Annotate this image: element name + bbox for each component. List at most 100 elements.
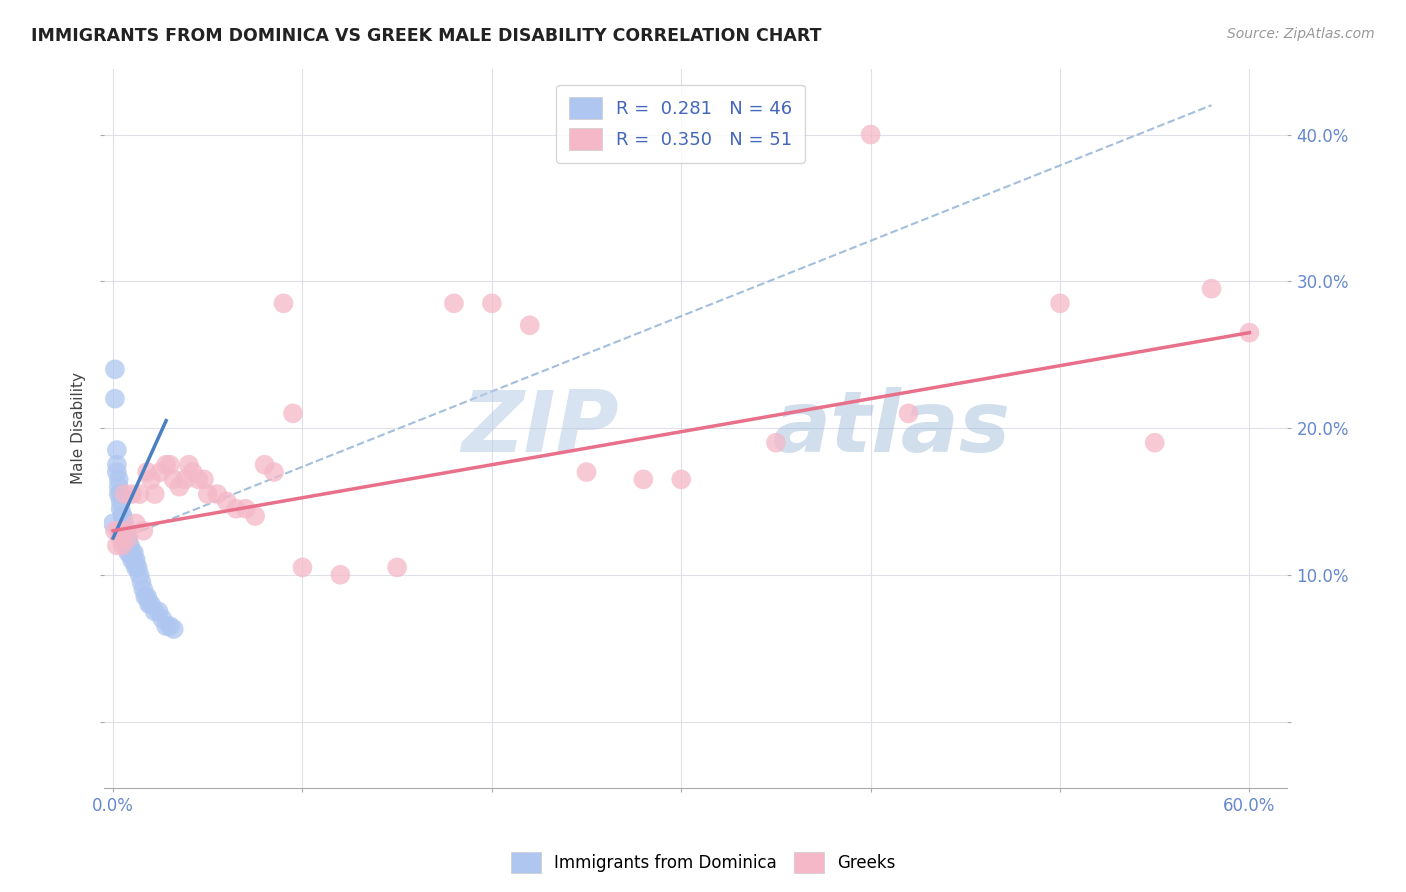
Point [181,465,204,479]
Point [253,458,276,472]
Point [128,487,150,501]
Point [281,406,304,420]
Point [122,546,145,560]
Point [235,501,257,516]
Point [104,524,127,538]
Point [1239,326,1261,340]
Point [481,296,503,310]
Point [127,560,149,574]
Point [115,524,138,538]
Point [159,619,181,633]
Point [111,509,134,524]
Point [633,472,655,486]
Point [897,406,920,420]
Point [671,472,693,486]
Point [117,531,139,545]
Point [1201,282,1223,296]
Point [120,538,142,552]
Point [385,560,408,574]
Text: ZIP: ZIP [461,386,619,469]
Point [104,392,127,406]
Text: atlas: atlas [772,386,1011,469]
Point [105,443,128,458]
Point [163,472,186,486]
Point [125,516,148,531]
Point [148,604,170,618]
Point [107,487,129,501]
Point [163,622,186,636]
Point [132,582,155,597]
Point [107,480,129,494]
Point [110,487,132,501]
Point [114,531,136,545]
Point [263,465,285,479]
Point [107,472,129,486]
Point [1049,296,1071,310]
Point [121,553,143,567]
Point [125,560,148,574]
Point [329,567,352,582]
Point [117,546,139,560]
Point [1143,435,1166,450]
Y-axis label: Male Disability: Male Disability [72,372,86,484]
Point [117,531,139,545]
Point [131,575,153,590]
Point [114,524,136,538]
Point [150,612,173,626]
Point [114,516,136,531]
Point [193,472,215,486]
Point [125,553,148,567]
Point [177,458,200,472]
Point [155,458,177,472]
Text: IMMIGRANTS FROM DOMINICA VS GREEK MALE DISABILITY CORRELATION CHART: IMMIGRANTS FROM DOMINICA VS GREEK MALE D… [31,27,821,45]
Point [107,524,129,538]
Point [859,128,882,142]
Point [139,472,162,486]
Point [139,597,162,611]
Point [187,472,209,486]
Point [197,487,219,501]
Point [105,538,128,552]
Point [117,538,139,552]
Point [110,494,132,508]
Point [138,597,160,611]
Text: Source: ZipAtlas.com: Source: ZipAtlas.com [1227,27,1375,41]
Point [101,516,124,531]
Point [122,553,145,567]
Point [765,435,787,450]
Point [105,465,128,479]
Point [207,487,229,501]
Legend: Immigrants from Dominica, Greeks: Immigrants from Dominica, Greeks [505,846,901,880]
Point [132,524,155,538]
Point [575,465,598,479]
Point [143,487,166,501]
Point [169,480,191,494]
Point [143,604,166,618]
Point [519,318,541,333]
Point [136,590,159,604]
Point [121,487,143,501]
Point [115,531,138,545]
Point [174,472,197,486]
Point [120,546,142,560]
Point [110,531,132,545]
Point [110,501,132,516]
Point [273,296,295,310]
Point [111,524,134,538]
Point [105,458,128,472]
Point [225,501,247,516]
Point [134,590,156,604]
Legend: R =  0.281   N = 46, R =  0.350   N = 51: R = 0.281 N = 46, R = 0.350 N = 51 [557,85,804,163]
Point [111,538,134,552]
Point [111,509,134,524]
Point [443,296,465,310]
Point [155,619,177,633]
Point [121,546,143,560]
Point [215,494,238,508]
Point [149,465,172,479]
Point [104,362,127,376]
Point [115,524,138,538]
Point [136,465,159,479]
Point [159,458,181,472]
Point [291,560,314,574]
